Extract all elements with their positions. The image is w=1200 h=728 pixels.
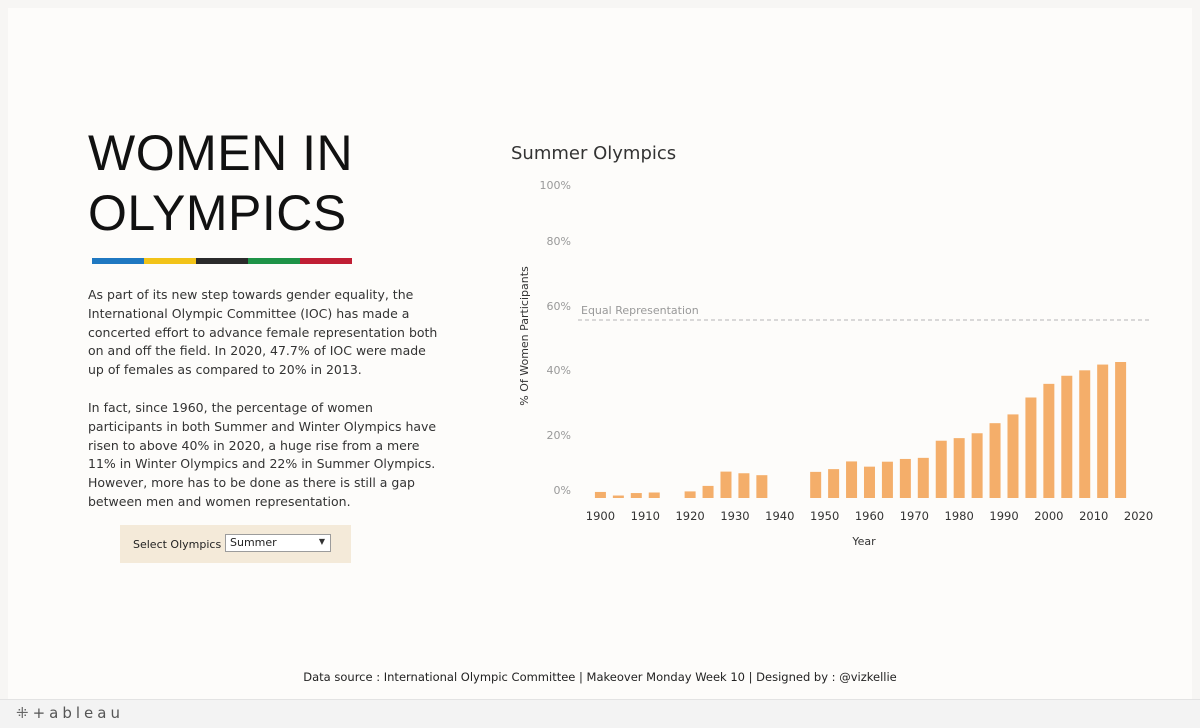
x-axis-ticks: 1900 1910 1920 1930 1940 1950 1960 1970 1980 1990…: [586, 509, 1153, 523]
bar-2012[interactable]: [1097, 364, 1109, 498]
bar-2008[interactable]: [1079, 370, 1091, 498]
bar-1936[interactable]: [756, 475, 768, 498]
olympics-select[interactable]: Summer ▼: [225, 534, 331, 552]
dashboard-title-line-2: OLYMPICS: [88, 185, 347, 241]
y-tick-label: 100%: [540, 179, 571, 192]
color-bar-yellow: [144, 258, 196, 264]
y-tick-label: 20%: [547, 429, 571, 442]
tableau-toolbar: ⁜ +ableau: [0, 699, 1200, 728]
bar-1988[interactable]: [989, 423, 1001, 498]
bar-1972[interactable]: [917, 457, 929, 498]
bar-1912[interactable]: [648, 492, 660, 499]
x-tick-label: 1910: [631, 509, 660, 523]
color-bar-green: [248, 258, 300, 264]
bar-1900[interactable]: [594, 491, 606, 498]
x-tick-label: 1960: [855, 509, 884, 523]
bar-1948[interactable]: [810, 471, 822, 498]
y-tick-label: 40%: [547, 364, 571, 377]
bar-2004[interactable]: [1061, 375, 1073, 498]
x-tick-label: 1970: [900, 509, 929, 523]
tableau-logo[interactable]: ⁜ +ableau: [16, 704, 124, 722]
bar-1920[interactable]: [684, 491, 696, 498]
bar-2016[interactable]: [1115, 362, 1127, 498]
dashboard-canvas: [8, 8, 1192, 699]
olympics-filter: Select Olympics Summer ▼: [120, 525, 351, 563]
x-tick-label: 1980: [945, 509, 974, 523]
x-tick-label: 1930: [720, 509, 749, 523]
x-tick-label: 1940: [765, 509, 794, 523]
color-bar-blue: [92, 258, 144, 264]
summer-olympics-bar-chart: 0%20%40%60%80%100% Equal Representation …: [518, 179, 1153, 548]
bar-1996[interactable]: [1025, 397, 1037, 499]
intro-paragraph: As part of its new step towards gender e…: [88, 287, 438, 378]
bar-1984[interactable]: [971, 433, 983, 498]
bar-1980[interactable]: [953, 438, 965, 498]
y-axis-ticks: 0% 20% 40% 60% 80% 100%: [540, 179, 571, 497]
tableau-mark-icon: ⁜: [16, 704, 29, 722]
bar-1960[interactable]: [863, 466, 875, 498]
x-tick-label: 1990: [989, 509, 1018, 523]
x-tick-label: 1920: [675, 509, 704, 523]
x-tick-label: 1900: [586, 509, 615, 523]
equal-representation-label: Equal Representation: [581, 304, 699, 317]
filter-label: Select Olympics: [133, 538, 222, 551]
x-tick-label: 2000: [1034, 509, 1063, 523]
y-tick-label: 80%: [547, 235, 571, 248]
bar-1928[interactable]: [720, 471, 732, 498]
footer-credits: Data source : International Olympic Comm…: [303, 670, 897, 684]
bar-2000[interactable]: [1043, 383, 1055, 498]
y-axis-label: % Of Women Participants: [518, 266, 531, 406]
bar-1968[interactable]: [899, 458, 911, 498]
bar-1904[interactable]: [612, 495, 624, 498]
tableau-logo-text: +ableau: [32, 704, 124, 722]
detail-paragraph: In fact, since 1960, the percentage of w…: [88, 400, 437, 509]
olympics-select-value: Summer: [230, 536, 277, 549]
x-tick-label: 2010: [1079, 509, 1108, 523]
dashboard-title-line-1: WOMEN IN: [88, 125, 354, 181]
x-tick-label: 1950: [810, 509, 839, 523]
color-bar-black: [196, 258, 248, 264]
bar-1932[interactable]: [738, 473, 750, 498]
y-tick-label: 60%: [547, 300, 571, 313]
bar-1976[interactable]: [935, 440, 947, 498]
bar-1992[interactable]: [1007, 414, 1019, 498]
x-tick-label: 2020: [1124, 509, 1153, 523]
bar-series: [594, 362, 1127, 499]
olympic-color-bar: [92, 258, 352, 264]
bar-1956[interactable]: [846, 461, 858, 498]
x-axis-label: Year: [851, 535, 876, 548]
y-tick-label: 0%: [554, 484, 571, 497]
bar-1964[interactable]: [881, 461, 893, 498]
caret-down-icon[interactable]: ▼: [318, 537, 325, 546]
bar-1924[interactable]: [702, 485, 714, 498]
bar-1908[interactable]: [630, 493, 642, 498]
color-bar-red: [300, 258, 352, 264]
chart-title: Summer Olympics: [511, 143, 677, 164]
bar-1952[interactable]: [828, 469, 840, 498]
